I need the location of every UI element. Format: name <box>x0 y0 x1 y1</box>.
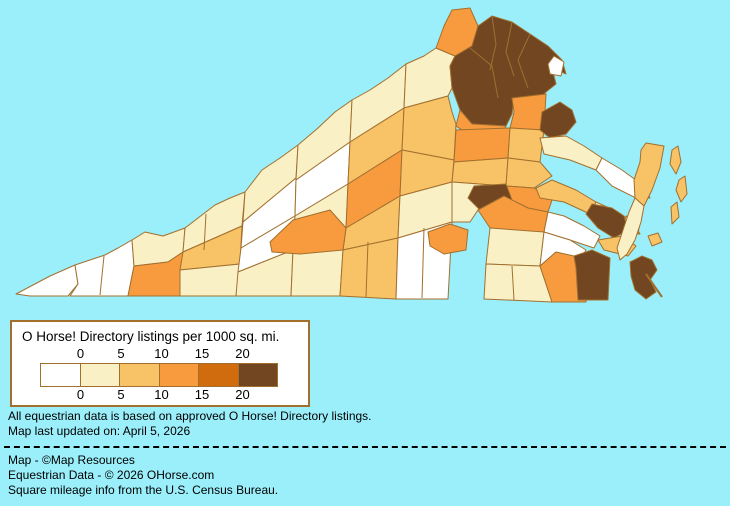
legend-swatch-0 <box>40 363 81 387</box>
legend-box: O Horse! Directory listings per 1000 sq.… <box>10 320 310 407</box>
legend-ticks-bottom: 0 5 10 15 20 <box>12 387 308 403</box>
legend-tick-top-2: 10 <box>154 346 169 361</box>
county-boundary-line-2 <box>517 33 531 89</box>
legend-color-scale <box>40 363 278 387</box>
dashed-separator <box>4 446 726 448</box>
county-region-louisa <box>451 157 509 187</box>
county-region-nottoway <box>427 223 469 255</box>
legend-tick-bottom-0: 0 <box>76 387 85 402</box>
county-boundary-line-6 <box>99 255 105 296</box>
legend-tick-bottom-1: 5 <box>117 387 125 402</box>
note-data-source: All equestrian data is based on approved… <box>8 409 372 423</box>
county-region-newport-news <box>585 203 629 239</box>
county-boundary-line-9 <box>645 273 663 298</box>
legend-swatch-5 <box>237 363 278 387</box>
county-region-barrier-island-2 <box>675 175 688 203</box>
county-region-caroline <box>505 157 553 189</box>
credit-map-resources: Map - ©Map Resources <box>8 453 135 467</box>
legend-tick-bottom-4: 20 <box>235 387 250 402</box>
county-region-virginia-beach <box>629 255 658 300</box>
note-last-updated: Map last updated on: April 5, 2026 <box>8 424 191 438</box>
county-region-grayson <box>179 263 241 297</box>
county-region-northampton <box>616 197 645 261</box>
county-region-dinwiddie <box>485 227 545 267</box>
county-boundary-line-0 <box>489 15 497 71</box>
county-region-westmoreland <box>539 135 603 171</box>
county-boundary-line-5 <box>421 227 425 299</box>
legend-swatch-2 <box>119 363 160 387</box>
county-region-arlington <box>547 55 565 77</box>
legend-tick-bottom-2: 10 <box>154 387 169 402</box>
county-region-henry <box>290 249 344 297</box>
legend-swatch-1 <box>79 363 120 387</box>
county-region-norfolk-chesapeake <box>573 249 611 301</box>
legend-tick-top-4: 20 <box>235 346 250 361</box>
county-region-king-george <box>539 101 577 139</box>
legend-swatch-3 <box>158 363 199 387</box>
legend-tick-bottom-3: 15 <box>194 387 210 402</box>
credit-census-bureau: Square mileage info from the U.S. Census… <box>8 483 279 497</box>
county-region-roanoke <box>269 209 347 255</box>
county-region-orange <box>453 127 511 163</box>
legend-tick-top-3: 15 <box>194 346 210 361</box>
county-region-lee <box>15 264 79 297</box>
county-region-bay-island <box>647 232 663 247</box>
county-region-barrier-island-3 <box>670 201 680 225</box>
county-region-accomack <box>633 142 665 207</box>
legend-swatch-4 <box>198 363 239 387</box>
county-region-wise-scott <box>69 239 135 297</box>
county-boundary-line-4 <box>365 241 369 298</box>
county-boundary-line-8 <box>511 265 515 301</box>
county-region-spotsylvania <box>507 127 545 163</box>
legend-title: O Horse! Directory listings per 1000 sq.… <box>22 329 280 344</box>
credit-equestrian-data: Equestrian Data - © 2026 OHorse.com <box>8 468 215 482</box>
legend-tick-top-1: 5 <box>117 346 125 361</box>
county-boundary-line-1 <box>505 21 515 77</box>
legend-tick-top-0: 0 <box>76 346 85 361</box>
county-boundary-line-3 <box>469 47 499 99</box>
legend-ticks-top: 0 5 10 15 20 <box>12 346 308 362</box>
county-boundary-line-7 <box>203 213 207 251</box>
county-region-barrier-island-1 <box>669 145 682 175</box>
